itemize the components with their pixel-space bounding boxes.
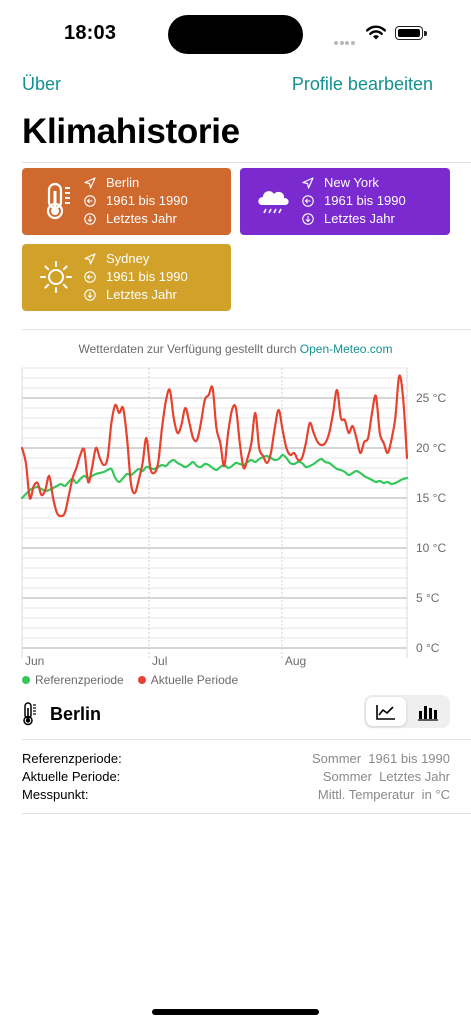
- x-tick-label: Jul: [152, 654, 167, 668]
- home-indicator: [152, 1009, 319, 1015]
- detail-row-measure: Messpunkt: Mittl. Temperatur in °C: [22, 786, 450, 804]
- reference-period-icon: [302, 195, 314, 207]
- divider: [22, 739, 471, 740]
- line-chart-button[interactable]: [366, 697, 406, 726]
- profile-reference-period: 1961 bis 1990: [106, 193, 188, 208]
- detail-label: Messpunkt:: [22, 787, 89, 802]
- bar-chart-button[interactable]: [408, 697, 448, 726]
- legend-label-reference: Referenzperiode: [35, 673, 124, 687]
- location-name: Berlin: [50, 704, 102, 724]
- temperature-chart: Jun Jul Aug 25 °C 20 °C 15 °C 10 °C 5 °C 0 °C: [20, 367, 446, 668]
- profile-current-period: Letztes Jahr: [106, 211, 177, 226]
- detail-label: Aktuelle Periode:: [22, 769, 121, 784]
- y-tick-label: 10 °C: [416, 541, 446, 555]
- detail-row-reference: Referenzperiode: Sommer 1961 bis 1990: [22, 750, 450, 768]
- detail-label: Referenzperiode:: [22, 751, 122, 766]
- profile-location: Sydney: [106, 251, 150, 266]
- location-arrow-icon: [84, 177, 96, 189]
- series-line-reference: [20, 453, 409, 500]
- location-arrow-icon: [84, 253, 96, 265]
- y-tick-label: 20 °C: [416, 441, 446, 455]
- dynamic-island: [168, 15, 303, 54]
- profile-card-sydney[interactable]: Sydney 1961 bis 1990 Letztes Jahr: [22, 244, 231, 311]
- chart-legend: Referenzperiode Aktuelle Periode: [22, 673, 252, 687]
- page-title: Klimahistorie: [22, 112, 240, 151]
- open-meteo-link[interactable]: Open-Meteo.com: [299, 342, 393, 356]
- y-tick-label: 15 °C: [416, 491, 446, 505]
- profile-card-berlin[interactable]: Berlin 1961 bis 1990 Letztes Jahr: [22, 168, 231, 235]
- battery-icon: [395, 26, 423, 40]
- detail-value: Mittl. Temperatur in °C: [317, 787, 450, 802]
- profile-current-period: Letztes Jahr: [106, 287, 177, 302]
- status-bar: 18:03: [0, 0, 471, 60]
- reference-period-icon: [84, 195, 96, 207]
- divider: [22, 329, 471, 330]
- attribution-text: Wetterdaten zur Verfügung gestellt durch: [78, 342, 297, 356]
- current-period-icon: [302, 213, 314, 225]
- cloud-rain-icon: [258, 191, 289, 214]
- location-arrow-icon: [302, 177, 314, 189]
- legend-dot-current: [137, 676, 146, 684]
- edit-profiles-button[interactable]: Profile bearbeiten: [291, 74, 433, 94]
- thermometer-icon: [23, 702, 36, 726]
- status-time: 18:03: [64, 22, 117, 44]
- chart-type-segmented-control[interactable]: [364, 695, 450, 728]
- series-line-current: [20, 374, 409, 518]
- line-chart-icon: [376, 704, 395, 720]
- divider: [22, 162, 471, 163]
- sun-icon: [40, 261, 72, 293]
- current-period-icon: [84, 213, 96, 225]
- detail-value: Sommer 1961 bis 1990: [311, 751, 450, 766]
- reference-period-icon: [84, 271, 96, 283]
- wifi-icon: [366, 25, 386, 40]
- legend-label-current: Aktuelle Periode: [150, 673, 239, 687]
- y-tick-label: 0 °C: [416, 641, 440, 655]
- profile-card-new-york[interactable]: New York 1961 bis 1990 Letztes Jahr: [240, 168, 450, 235]
- thermometer-icon: [46, 182, 70, 220]
- details-table: Referenzperiode: Sommer 1961 bis 1990 Akt…: [22, 750, 450, 804]
- bar-chart-icon: [418, 705, 438, 721]
- cellular-signal-icon: [334, 32, 356, 50]
- y-tick-label: 5 °C: [416, 591, 440, 605]
- x-tick-label: Jun: [25, 654, 44, 668]
- divider: [22, 813, 471, 814]
- current-period-icon: [84, 289, 96, 301]
- attribution: Wetterdaten zur Verfügung gestellt durch…: [0, 342, 471, 356]
- legend-item-current: Aktuelle Periode: [137, 673, 239, 687]
- detail-row-current: Aktuelle Periode: Sommer Letztes Jahr: [22, 768, 450, 786]
- profile-reference-period: 1961 bis 1990: [106, 269, 188, 284]
- location-row: Berlin: [22, 695, 450, 732]
- legend-item-reference: Referenzperiode: [22, 673, 124, 687]
- about-button[interactable]: Über: [22, 74, 62, 94]
- profile-current-period: Letztes Jahr: [324, 211, 395, 226]
- profile-location: Berlin: [106, 175, 140, 190]
- profile-location: New York: [324, 175, 379, 190]
- profile-reference-period: 1961 bis 1990: [324, 193, 406, 208]
- y-tick-label: 25 °C: [416, 391, 446, 405]
- legend-dot-reference: [22, 676, 30, 684]
- detail-value: Sommer Letztes Jahr: [322, 769, 450, 784]
- x-tick-label: Aug: [285, 654, 306, 668]
